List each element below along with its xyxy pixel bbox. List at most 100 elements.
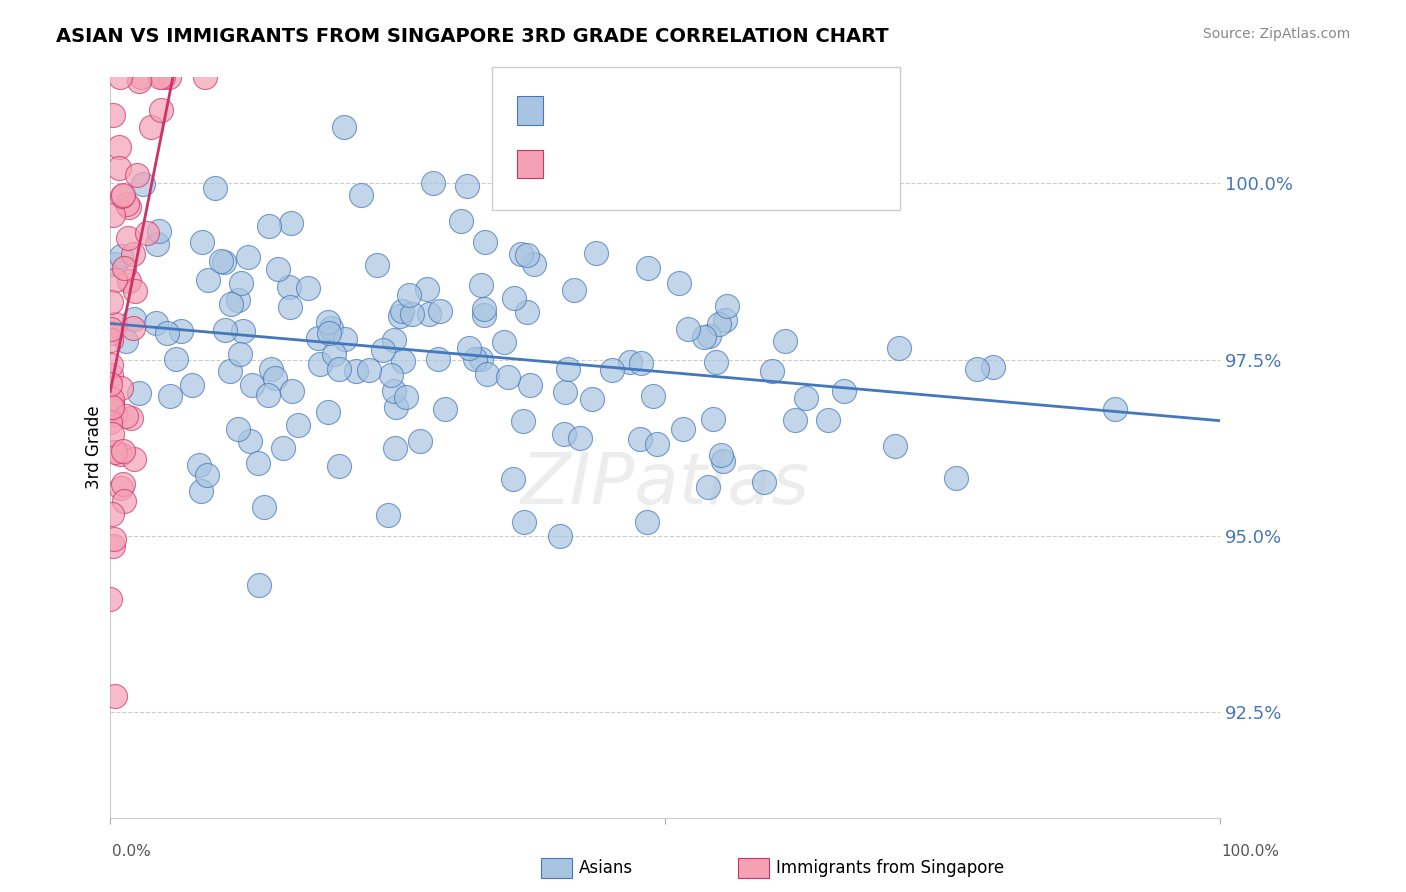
Point: [191, 235, 214, 249]
Point: [101, 392, 124, 406]
Point: [366, 258, 388, 272]
Point: [316, 315, 339, 329]
Point: [416, 282, 439, 296]
Point: [512, 516, 534, 530]
Point: [384, 441, 406, 455]
Point: [157, 70, 180, 85]
Point: [316, 405, 339, 419]
Point: [108, 70, 131, 85]
Point: [711, 453, 734, 467]
Point: [148, 223, 170, 237]
Point: [218, 364, 240, 378]
Point: [456, 179, 478, 194]
Point: [464, 352, 486, 367]
Point: [149, 70, 172, 85]
Point: [333, 332, 356, 346]
Y-axis label: 3rd Grade: 3rd Grade: [86, 406, 103, 490]
Point: [328, 458, 350, 473]
Point: [101, 396, 124, 410]
Point: [318, 326, 340, 341]
Point: [112, 444, 135, 458]
Point: [697, 329, 720, 343]
Point: [100, 322, 122, 336]
Point: [696, 480, 718, 494]
Point: [257, 219, 280, 233]
Point: [104, 689, 127, 703]
Point: [101, 401, 124, 415]
Point: [122, 311, 145, 326]
Point: [349, 188, 371, 202]
Text: N =: N =: [710, 102, 749, 120]
Point: [101, 107, 124, 121]
Point: [114, 409, 136, 424]
Point: [377, 508, 399, 522]
Point: [429, 303, 451, 318]
Point: [630, 356, 652, 370]
Text: Asians: Asians: [579, 859, 633, 877]
Point: [221, 297, 243, 311]
Point: [98, 592, 121, 607]
Text: 100.0%: 100.0%: [1222, 845, 1279, 859]
Point: [159, 389, 181, 403]
Point: [188, 458, 211, 473]
Point: [141, 120, 163, 134]
Text: 147: 147: [763, 102, 801, 120]
Text: R =: R =: [553, 155, 592, 173]
Point: [100, 427, 122, 442]
Point: [247, 577, 270, 591]
Point: [190, 484, 212, 499]
Point: [128, 385, 150, 400]
Point: [145, 236, 167, 251]
Point: [169, 324, 191, 338]
Text: Immigrants from Singapore: Immigrants from Singapore: [776, 859, 1004, 877]
Point: [492, 334, 515, 349]
Point: [714, 313, 737, 327]
Point: [124, 451, 146, 466]
Point: [309, 357, 332, 371]
Point: [132, 177, 155, 191]
Point: [382, 333, 405, 347]
Point: [145, 317, 167, 331]
Point: [110, 381, 132, 395]
Point: [450, 214, 472, 228]
Point: [472, 308, 495, 322]
Point: [332, 120, 354, 134]
Point: [100, 358, 122, 372]
Point: [1104, 402, 1126, 417]
Point: [512, 414, 534, 428]
Point: [319, 321, 342, 335]
Text: 56: 56: [763, 155, 789, 173]
Point: [101, 400, 124, 414]
Point: [433, 402, 456, 417]
Point: [645, 437, 668, 451]
Point: [104, 407, 127, 421]
Point: [98, 376, 121, 391]
Point: [510, 247, 533, 261]
Point: [496, 369, 519, 384]
Text: Source: ZipAtlas.com: Source: ZipAtlas.com: [1202, 27, 1350, 41]
Point: [380, 368, 402, 383]
Point: [100, 334, 122, 348]
Point: [118, 200, 141, 214]
Point: [692, 330, 714, 344]
Point: [253, 500, 276, 515]
Point: [242, 377, 264, 392]
Point: [585, 246, 607, 260]
Point: [127, 169, 149, 183]
Point: [129, 70, 152, 85]
Point: [564, 283, 586, 297]
Point: [238, 250, 260, 264]
Point: [422, 176, 444, 190]
Point: [180, 377, 202, 392]
Point: [104, 444, 127, 458]
Point: [519, 378, 541, 392]
Point: [391, 304, 413, 318]
Point: [98, 416, 121, 430]
Point: [568, 431, 591, 445]
Point: [111, 477, 134, 491]
Point: [149, 103, 172, 118]
Point: [548, 529, 571, 543]
Text: ZIPatlas: ZIPatlas: [520, 450, 810, 519]
Point: [600, 363, 623, 377]
Point: [678, 322, 700, 336]
